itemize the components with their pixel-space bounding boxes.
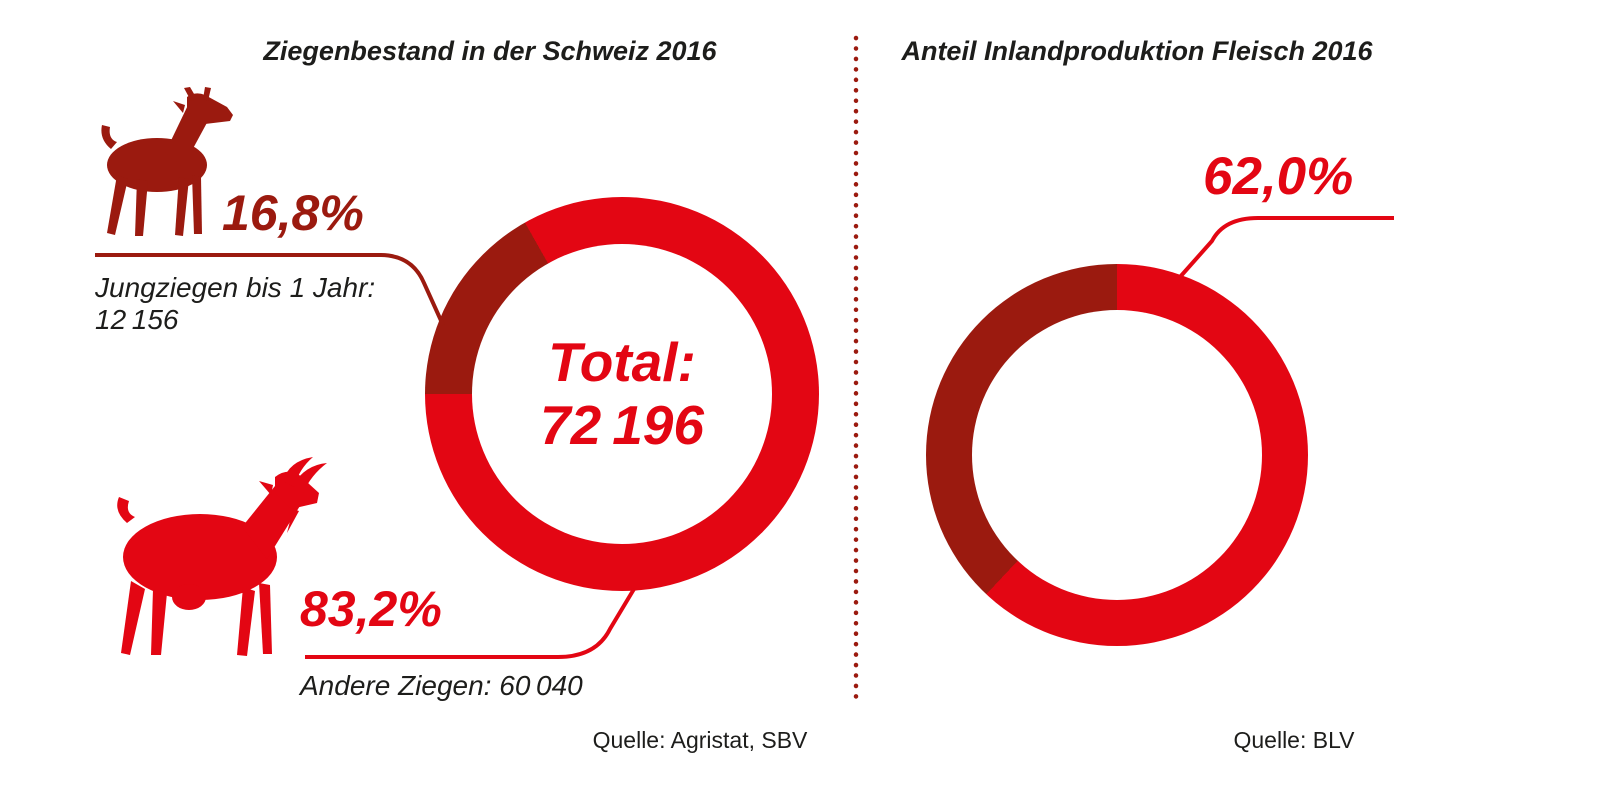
young-goats-label-line1: Jungziegen bis 1 Jahr: [95,272,376,303]
young-goat-icon [101,87,233,236]
total-label: Total: [548,330,696,393]
leader-line-inland-production [1178,216,1394,279]
goat-population-donut-chart: Total: 72 196 [425,197,819,591]
donut-center-right [972,310,1262,600]
young-goats-value: 12 156 [95,304,179,336]
right-source-label: Quelle: BLV [1233,727,1355,753]
young-goats-label: Jungziegen bis 1 Jahr: 12 156 [95,272,395,337]
meat-production-donut-chart [926,264,1308,646]
adult-goat-icon [117,457,327,656]
other-goats-label: Andere Ziegen: 60 040 [300,670,583,701]
left-chart-title: Ziegenbestand in der Schweiz 2016 [263,36,717,66]
right-chart-title: Anteil Inlandproduktion Fleisch 2016 [901,36,1373,66]
donut-center: Total: 72 196 [472,244,772,544]
other-goats-percent: 83,2% [300,581,442,637]
young-goats-percent: 16,8% [222,185,364,241]
inland-production-percent: 62,0% [1203,147,1354,206]
left-source-label: Quelle: Agristat, SBV [592,727,808,753]
total-value: 72 196 [540,394,704,456]
